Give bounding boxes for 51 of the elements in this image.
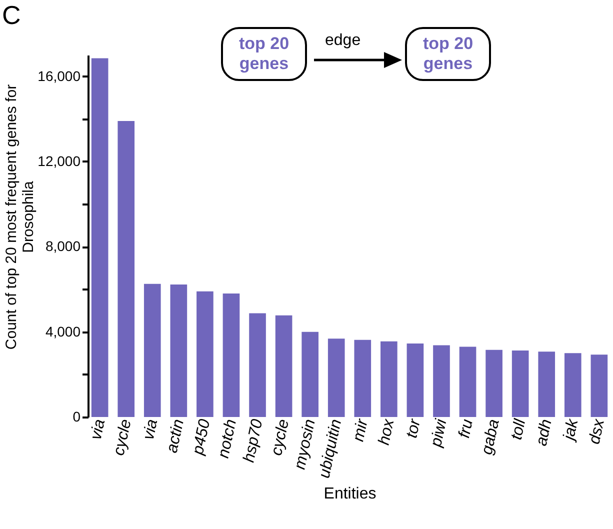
y-tick-label: 16,000 (38, 68, 81, 84)
bar (222, 293, 240, 417)
text: edge (325, 32, 361, 50)
bar (406, 344, 424, 417)
x-axis-title: Entities (324, 485, 376, 502)
bar (380, 341, 398, 417)
bar (275, 315, 292, 417)
x-tick-label: adh (533, 418, 556, 448)
y-tick-label: 0 (72, 408, 81, 424)
bar (91, 58, 108, 417)
y-tick-label: 4,000 (45, 323, 81, 340)
x-tick-label: via (140, 418, 162, 442)
x-tick-label: ubiquitin (316, 418, 346, 480)
bar (564, 353, 582, 417)
annotation: top 20 genes (221, 27, 307, 81)
bar (328, 338, 345, 417)
bar (459, 346, 476, 417)
x-tick-label: p450 (190, 418, 214, 458)
x-tick-label: cycle (268, 418, 293, 458)
x-tick-label: tor (403, 417, 424, 440)
x-tick-label: toll (508, 417, 530, 442)
text: C (2, 0, 21, 31)
x-tick-label: jak (560, 416, 582, 444)
bar (302, 332, 318, 417)
x-tick-label: hox (376, 416, 398, 447)
x-tick-label: via (88, 418, 109, 442)
x-tick-label: notch (215, 418, 240, 460)
bar (512, 350, 529, 417)
bar (538, 352, 556, 417)
y-tick-label: 8,000 (45, 238, 81, 254)
x-tick-label: dsx (586, 416, 608, 446)
bar (590, 354, 608, 417)
x-tick-label: cycle (110, 418, 135, 458)
bar (170, 284, 188, 417)
bar (249, 313, 266, 417)
bar (144, 284, 161, 417)
bar (196, 291, 214, 417)
x-tick-label: fru (456, 418, 477, 440)
x-tick-label: actin (164, 418, 188, 454)
x-tick-label: gaba (478, 418, 503, 456)
x-tick-label: myosin (292, 418, 319, 471)
bar (118, 121, 135, 417)
x-tick-label: piwi (428, 417, 450, 450)
x-tick-label: mir (350, 417, 372, 444)
bar (354, 340, 372, 417)
x-tick-label: hsp70 (240, 418, 266, 464)
bar (433, 345, 450, 417)
y-tick-label: 12,000 (38, 152, 81, 169)
bar (486, 350, 502, 417)
annotation: top 20 genes (405, 27, 491, 81)
y-axis-title: Count of top 20 most frequent genes for Drosophila (3, 83, 37, 352)
